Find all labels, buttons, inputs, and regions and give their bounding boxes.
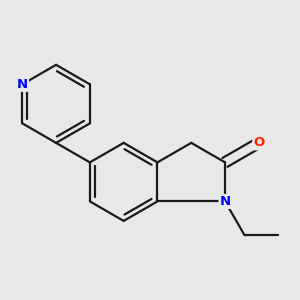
Text: O: O [253, 136, 265, 149]
Text: N: N [220, 195, 231, 208]
Text: N: N [17, 78, 28, 91]
